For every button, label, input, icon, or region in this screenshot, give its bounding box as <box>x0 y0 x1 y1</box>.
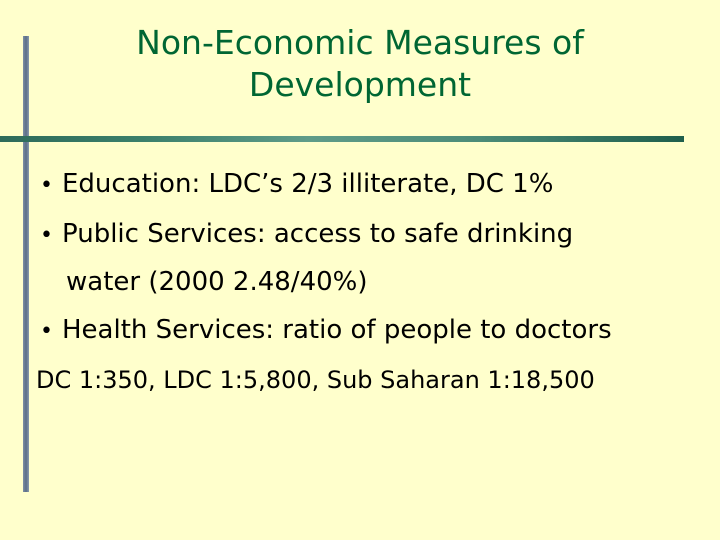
bullet-text: Education: LDC’s 2/3 illiterate, DC 1% <box>62 169 554 199</box>
slide-title-line-2: Development <box>248 65 472 104</box>
bullet-education: • Education: LDC’s 2/3 illiterate, DC 1% <box>40 168 553 202</box>
vertical-rule <box>23 36 29 492</box>
bullet-icon: • <box>40 319 53 344</box>
horizontal-rule <box>0 136 684 142</box>
slide-title: Non-Economic Measures of Development <box>0 22 720 106</box>
bullet-icon: • <box>40 223 53 248</box>
bullet-text: Health Services: ratio of people to doct… <box>62 315 612 345</box>
bullet-public-services: • Public Services: access to safe drinkin… <box>40 218 573 252</box>
slide-title-line-1: Non-Economic Measures of <box>136 23 584 62</box>
bullet-text: Public Services: access to safe drinking <box>62 219 574 249</box>
bullet-health-services: • Health Services: ratio of people to doc… <box>40 314 612 348</box>
bullet-public-services-continuation: water (2000 2.48/40%) <box>66 267 368 297</box>
doctor-ratio-line: DC 1:350, LDC 1:5,800, Sub Saharan 1:18,… <box>36 366 595 394</box>
bullet-icon: • <box>40 173 53 198</box>
